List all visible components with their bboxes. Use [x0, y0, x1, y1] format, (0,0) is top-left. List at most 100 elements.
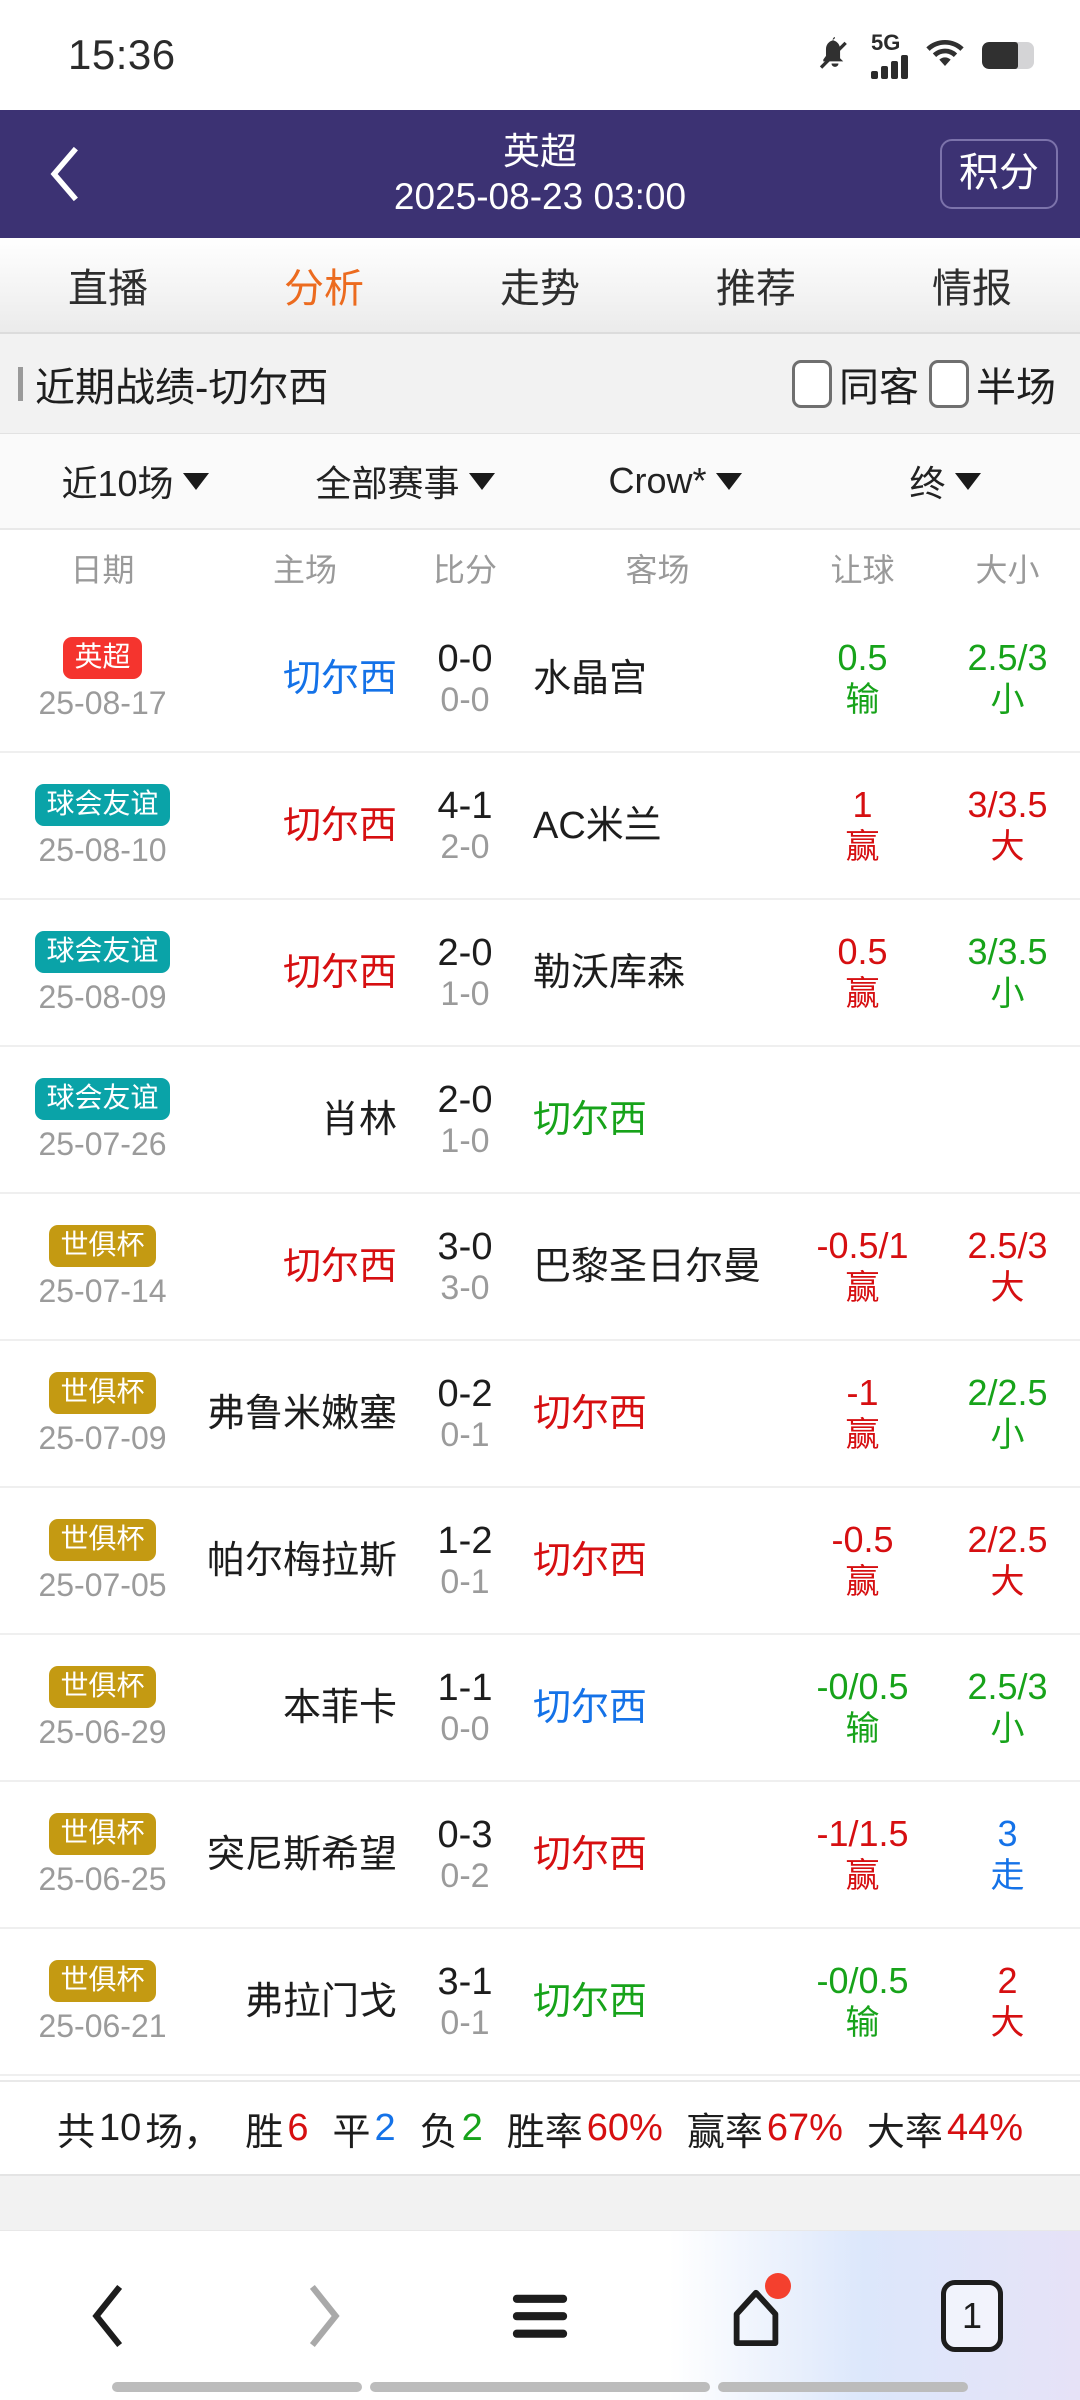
cell-over-under: 3/3.5 大 — [935, 784, 1080, 868]
tab-intel[interactable]: 情报 — [932, 267, 1012, 311]
summary-winrate-value: 60% — [586, 2106, 663, 2149]
half-time-score: 0-2 — [440, 1856, 490, 1895]
over-under-line: 2 — [997, 1959, 1018, 2001]
page-header: 英超 2025-08-23 03:00 积分 — [0, 110, 1080, 238]
cell-home-team: 切尔西 — [205, 657, 405, 701]
away-team-name: 切尔西 — [533, 1098, 648, 1141]
section-header: 近期战绩-切尔西 同客 半场 — [0, 334, 1080, 434]
table-row[interactable]: 球会友谊 25-08-10 切尔西 4-1 2-0 AC米兰 1 赢 3/3.5 大 — [0, 753, 1080, 900]
tab-trend[interactable]: 走势 — [500, 267, 580, 311]
summary-row: 共 10 场， 胜 6 平 2 负 2 胜率 60% 赢率 67% 大率 44% — [0, 2080, 1080, 2176]
cell-handicap: -0/0.5 输 — [790, 1960, 935, 2044]
cell-away-team: 切尔西 — [525, 1392, 790, 1436]
away-team-name: 切尔西 — [533, 1539, 648, 1582]
table-header: 日期 主场 比分 客场 让球 大小 — [0, 530, 1080, 606]
over-under-line: 2/2.5 — [967, 1371, 1048, 1413]
tab-tips[interactable]: 推荐 — [716, 267, 796, 311]
match-date: 25-06-21 — [38, 2007, 167, 2044]
home-team-name: 切尔西 — [282, 951, 397, 994]
status-time: 15:36 — [68, 31, 176, 78]
over-under-result: 大 — [990, 1562, 1025, 1601]
nav-back-button[interactable] — [0, 2251, 216, 2381]
cell-home-team: 突尼斯希望 — [205, 1833, 405, 1877]
handicap-line: -0.5/1 — [816, 1224, 909, 1266]
cell-over-under: 2.5/3 大 — [935, 1225, 1080, 1309]
table-row[interactable]: 世俱杯 25-07-09 弗鲁米嫩塞 0-2 0-1 切尔西 -1 赢 2/2.5 小 — [0, 1341, 1080, 1488]
away-team-name: 勒沃库森 — [533, 951, 686, 994]
tab-analysis[interactable]: 分析 — [284, 267, 364, 311]
home-team-name: 本菲卡 — [282, 1686, 397, 1729]
back-button[interactable] — [30, 134, 100, 214]
full-time-score: 2-0 — [437, 931, 493, 974]
nav-tabs-button[interactable]: 1 — [864, 2251, 1080, 2381]
header-title-block: 英超 2025-08-23 03:00 — [0, 129, 1080, 220]
half-time-score: 0-1 — [440, 1415, 490, 1454]
table-row[interactable]: 球会友谊 25-07-26 肖林 2-0 1-0 切尔西 — [0, 1047, 1080, 1194]
table-row[interactable]: 世俱杯 25-06-29 本菲卡 1-1 0-0 切尔西 -0/0.5 输 2.5/3 小 — [0, 1635, 1080, 1782]
cell-away-team: 切尔西 — [525, 1686, 790, 1730]
checkbox-box-icon[interactable] — [929, 359, 969, 408]
5g-signal-icon: 5G — [871, 31, 908, 79]
cell-over-under: 2/2.5 大 — [935, 1519, 1080, 1603]
match-list: 英超 25-08-17 切尔西 0-0 0-0 水晶宫 0.5 输 2.5/3 小球会友谊 25-0… — [0, 606, 1080, 2080]
full-time-score: 0-0 — [437, 637, 493, 680]
over-under-result: 大 — [990, 1268, 1025, 1307]
handicap-result: 赢 — [845, 1562, 880, 1601]
col-header-date: 日期 — [70, 552, 135, 588]
filter-bookmaker[interactable]: Crow* — [540, 460, 810, 502]
full-time-score: 1-1 — [437, 1666, 493, 1709]
cell-score: 3-0 3-0 — [405, 1226, 525, 1308]
cell-home-team: 切尔西 — [205, 804, 405, 848]
home-team-name: 突尼斯希望 — [206, 1833, 397, 1876]
col-header-home: 主场 — [272, 552, 337, 588]
nav-home-button[interactable] — [648, 2251, 864, 2381]
half-time-score: 1-0 — [440, 1121, 490, 1160]
half-time-score: 0-1 — [440, 2003, 490, 2042]
checkbox-box-icon[interactable] — [792, 359, 832, 408]
away-team-name: 切尔西 — [533, 1980, 648, 2023]
filter-match-count[interactable]: 近10场 — [0, 455, 270, 507]
filter-period[interactable]: 终 — [810, 455, 1080, 507]
notification-badge-icon — [764, 2272, 791, 2299]
table-row[interactable]: 世俱杯 25-06-21 弗拉门戈 3-1 0-1 切尔西 -0/0.5 输 2 大 — [0, 1929, 1080, 2076]
page-footer-space — [0, 2176, 1080, 2230]
menu-icon — [512, 2294, 568, 2338]
cell-home-team: 弗鲁米嫩塞 — [205, 1392, 405, 1436]
cell-away-team: 水晶宫 — [525, 657, 790, 701]
standings-button[interactable]: 积分 — [940, 139, 1058, 209]
over-under-result: 小 — [990, 974, 1025, 1013]
checkbox-same-away[interactable]: 同客 — [792, 355, 919, 413]
nav-forward-button[interactable] — [216, 2251, 432, 2381]
full-time-score: 1-2 — [437, 1519, 493, 1562]
table-row[interactable]: 世俱杯 25-07-05 帕尔梅拉斯 1-2 0-1 切尔西 -0.5 赢 2/2.5 大 — [0, 1488, 1080, 1635]
cell-date: 球会友谊 25-07-26 — [0, 1077, 205, 1162]
nav-menu-button[interactable] — [432, 2251, 648, 2381]
table-row[interactable]: 球会友谊 25-08-09 切尔西 2-0 1-0 勒沃库森 0.5 赢 3/3.5 小 — [0, 900, 1080, 1047]
cell-date: 世俱杯 25-07-05 — [0, 1518, 205, 1603]
handicap-result: 赢 — [845, 1415, 880, 1454]
tab-live[interactable]: 直播 — [68, 267, 148, 311]
table-row[interactable]: 英超 25-08-17 切尔西 0-0 0-0 水晶宫 0.5 输 2.5/3 小 — [0, 606, 1080, 753]
chevron-down-icon — [182, 472, 209, 490]
over-under-line: 2.5/3 — [967, 1665, 1048, 1707]
table-row[interactable]: 世俱杯 25-07-14 切尔西 3-0 3-0 巴黎圣日尔曼 -0.5/1 赢 2.5/3 大 — [0, 1194, 1080, 1341]
handicap-result: 赢 — [845, 974, 880, 1013]
cell-score: 4-1 2-0 — [405, 785, 525, 867]
signal-bars-icon — [871, 54, 908, 79]
cell-score: 1-1 0-0 — [405, 1667, 525, 1749]
handicap-line: -1/1.5 — [816, 1812, 909, 1854]
section-title: 近期战绩-切尔西 — [35, 365, 329, 410]
half-time-score: 0-0 — [440, 1709, 490, 1748]
cell-away-team: 勒沃库森 — [525, 951, 790, 995]
handicap-line: -0/0.5 — [816, 1959, 909, 2001]
filter-competition[interactable]: 全部赛事 — [270, 455, 540, 507]
handicap-line: -0.5 — [831, 1518, 894, 1560]
checkbox-half-time[interactable]: 半场 — [929, 355, 1056, 413]
cell-score: 2-0 1-0 — [405, 1079, 525, 1161]
over-under-result: 大 — [990, 2003, 1025, 2042]
league-badge: 世俱杯 — [49, 1665, 156, 1708]
table-row[interactable]: 世俱杯 25-06-25 突尼斯希望 0-3 0-2 切尔西 -1/1.5 赢 3 走 — [0, 1782, 1080, 1929]
over-under-result: 小 — [990, 1415, 1025, 1454]
tab-count-label[interactable]: 1 — [941, 2279, 1003, 2352]
